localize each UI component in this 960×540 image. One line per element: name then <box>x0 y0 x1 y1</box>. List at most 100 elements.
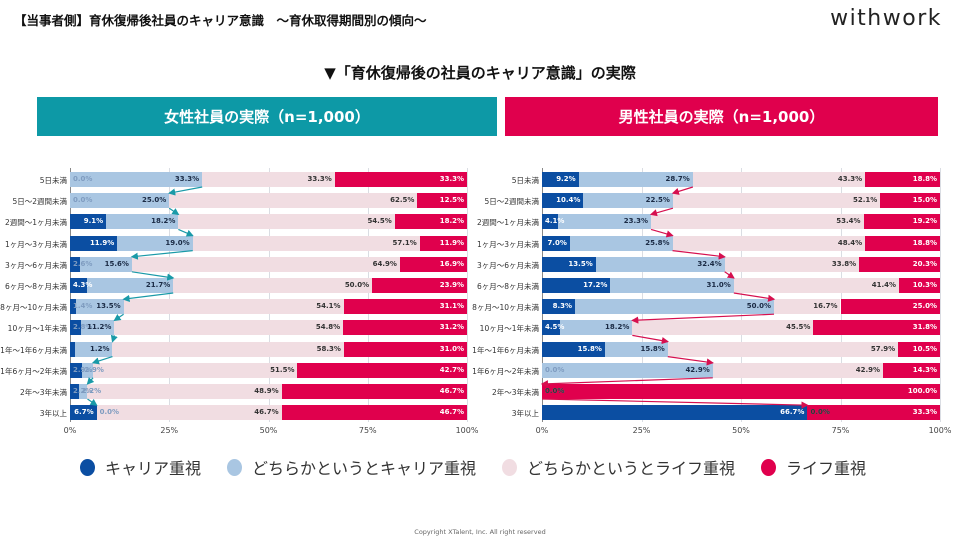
data-label: 54.8% <box>315 323 341 332</box>
data-label: 23.3% <box>623 217 649 226</box>
category-label: 5日〜2週間未満 <box>484 197 539 207</box>
bar-segment <box>87 278 174 293</box>
data-label: 31.1% <box>439 302 464 311</box>
bar-segment <box>70 172 203 187</box>
bar-segment <box>343 320 467 336</box>
brand-logo: withwork <box>830 6 942 31</box>
bar-segment <box>813 320 940 336</box>
bar-segment <box>667 341 899 357</box>
data-label: 2.6% <box>73 259 93 268</box>
data-label: 28.7% <box>665 175 690 183</box>
data-label: 18.2% <box>605 323 630 332</box>
bar-segment <box>672 193 881 209</box>
bar-segment <box>883 362 940 378</box>
bar-segment <box>595 256 725 272</box>
bar-segment <box>651 214 864 230</box>
bar-segment <box>417 193 467 209</box>
category-label: 3ヶ月〜6ヶ月未満 <box>476 260 539 270</box>
bar-segment <box>106 214 179 230</box>
female-chart: 0% 25% 50% 75% 100% 5日未満 0.0% 33.3% 33.3% 33.3% 5日… <box>0 168 480 438</box>
bar-segment <box>70 278 88 293</box>
data-label: 18.8% <box>912 238 937 247</box>
data-label: 62.5% <box>390 196 415 205</box>
bar-segment <box>774 299 841 315</box>
category-label: 1年6ヶ月〜2年未満 <box>0 366 67 376</box>
bar-segment <box>399 256 467 272</box>
data-label: 10.3% <box>912 281 937 289</box>
bar-segment <box>123 299 344 315</box>
data-label: 15.8% <box>577 344 602 353</box>
data-label: 18.2% <box>151 217 176 226</box>
category-label: 10ヶ月〜1年未満 <box>479 324 539 334</box>
category-label: 5日〜2週間未満 <box>12 197 67 207</box>
data-label: 12.5% <box>439 196 464 205</box>
gridline <box>367 168 369 422</box>
bar-segment <box>558 214 652 230</box>
data-label: 41.4% <box>871 281 896 289</box>
data-label: 48.9% <box>254 387 279 395</box>
bar-segment <box>898 341 940 357</box>
category-label: 8ヶ月〜10ヶ月未満 <box>0 303 67 313</box>
data-label: 42.9% <box>855 365 881 374</box>
data-label: 13.5% <box>96 302 121 311</box>
data-label: 4.1% <box>545 217 565 226</box>
data-label: 2.2% <box>73 387 93 395</box>
data-label: 18.8% <box>912 175 937 183</box>
data-label: 15.6% <box>104 259 129 268</box>
data-label: 45.5% <box>786 323 811 332</box>
data-label: 15.0% <box>912 196 937 205</box>
female-panel-banner: 女性社員の実際（n=1,000） <box>37 97 497 136</box>
data-label: 2.8% <box>73 323 93 332</box>
bar-segment <box>81 362 93 378</box>
bar-segment <box>70 341 75 357</box>
category-label: 5日未満 <box>511 176 539 185</box>
bar-segment <box>343 341 467 357</box>
bar-segment <box>96 405 282 421</box>
bar-segment <box>70 193 170 209</box>
bar-segment <box>542 278 611 293</box>
bar-segment <box>70 384 79 399</box>
data-label: 19.2% <box>912 217 937 226</box>
data-label: 42.9% <box>685 365 710 374</box>
data-label: 66.7% <box>780 408 805 417</box>
category-label: 3ヶ月〜6ヶ月未満 <box>4 260 67 270</box>
category-label: 1ヶ月〜3ヶ月未満 <box>476 239 539 249</box>
data-label: 9.2% <box>556 175 576 183</box>
section-title: ▼「育休復帰後の社員のキャリア意識」の実際 <box>324 64 636 82</box>
bar-segment <box>75 299 124 315</box>
bar-segment <box>865 172 940 187</box>
bar-segment <box>542 384 940 399</box>
bar-segment <box>569 235 673 251</box>
data-label: 19.0% <box>165 238 190 247</box>
legend-item-career: キャリア重視 <box>80 455 201 479</box>
data-label: 57.1% <box>392 238 417 247</box>
bar-segment <box>70 362 82 378</box>
data-label: 46.7% <box>254 408 279 417</box>
x-tick-label: 50% <box>732 426 750 435</box>
data-label: 54.1% <box>316 302 341 311</box>
data-label: 31.0% <box>439 344 464 353</box>
bar-segment <box>578 172 693 187</box>
data-label: 9.1% <box>83 217 104 226</box>
data-label: 50.0% <box>746 302 772 311</box>
bar-segment <box>281 384 467 399</box>
data-label: 11.9% <box>89 238 115 247</box>
category-label: 6ヶ月〜8ヶ月未満 <box>4 282 67 291</box>
data-label: 31.0% <box>706 281 731 289</box>
bar-segment <box>343 299 467 315</box>
data-label: 6.7% <box>74 408 94 417</box>
bar-segment <box>807 405 940 421</box>
category-label: 3年以上 <box>511 409 539 419</box>
data-label: 52.1% <box>853 196 878 205</box>
bar-segment <box>542 235 570 251</box>
bar-segment <box>297 362 467 378</box>
bar-segment <box>610 278 734 293</box>
legend-label: どちらかというとキャリア重視 <box>252 459 477 478</box>
bar-segment <box>372 278 467 293</box>
category-label: 2週間〜1ヶ月未満 <box>4 218 67 228</box>
bar-segment <box>542 172 579 187</box>
bar-segment <box>859 256 940 272</box>
bar-segment <box>70 214 107 230</box>
bar-segment <box>899 278 940 293</box>
category-label: 2年〜3年未満 <box>491 388 539 397</box>
